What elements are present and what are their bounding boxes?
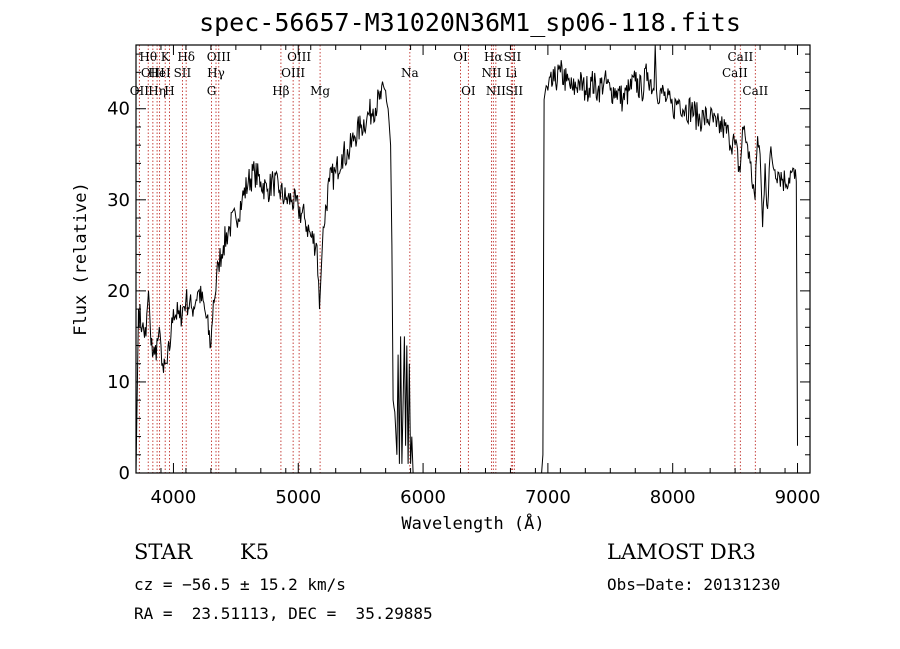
y-tick-label: 10 (107, 372, 130, 393)
chart-title: spec-56657-M31020N36M1_sp06-118.fits (199, 8, 741, 37)
line-marker-label: NII (486, 84, 506, 98)
y-tick-label: 0 (119, 463, 130, 484)
y-tick-label: 30 (107, 190, 130, 211)
y-axis-label: Flux (relative) (71, 182, 91, 336)
line-marker-label: NII (481, 66, 501, 80)
y-axis-ticks: 0 10 20 30 40 (107, 53, 810, 484)
line-marker-label: G (207, 84, 217, 98)
line-marker-label: CaII (727, 50, 753, 64)
line-marker-label: OIII (281, 66, 305, 80)
redshift-cz: cz = −56.5 ± 15.2 km/s (134, 575, 346, 594)
line-marker-label: OI (453, 50, 468, 64)
line-marker-label: H (164, 84, 174, 98)
x-tick-label: 5000 (275, 487, 321, 508)
line-marker-label: Hη (148, 84, 166, 98)
x-tick-label: 8000 (650, 487, 696, 508)
x-tick-label: 9000 (775, 487, 821, 508)
y-tick-label: 40 (107, 99, 130, 120)
x-axis-ticks: 4000 5000 6000 7000 8000 9000 (135, 45, 821, 508)
line-marker-label: CaII (742, 84, 768, 98)
line-marker-label: CaII (722, 66, 748, 80)
plot-frame (135, 44, 811, 474)
line-marker-label: Hδ (177, 50, 195, 64)
line-marker-label: Mg (310, 84, 330, 98)
x-tick-label: 4000 (151, 487, 197, 508)
x-tick-label: 6000 (400, 487, 446, 508)
line-marker-label: SII (505, 84, 523, 98)
object-class: STAR (134, 540, 193, 564)
line-marker-label: Hγ (207, 66, 225, 80)
survey-name: LAMOST DR3 (607, 540, 756, 564)
line-marker-label: SII (504, 50, 522, 64)
line-marker-label: Hα (484, 50, 503, 64)
spectrum-series-line (135, 44, 798, 474)
x-tick-label: 7000 (525, 487, 571, 508)
object-subclass: K5 (240, 540, 270, 564)
ra-dec: RA = 23.51113, DEC = 35.29885 (134, 604, 433, 623)
line-marker-label: Hβ (272, 84, 289, 98)
line-marker-label: HeI (148, 66, 171, 80)
observation-date: Obs−Date: 20131230 (607, 575, 781, 594)
line-marker-label: OIII (141, 66, 165, 80)
line-marker-label: OIII (207, 50, 231, 64)
line-marker-label: K (161, 50, 171, 64)
line-marker-label: Hθ (139, 50, 157, 64)
emission-line-labels: OIIHθOIIIHηHeIKHSIIHδGHγOIIIHβOIIIOIIIMg… (130, 50, 769, 98)
x-axis-label: Wavelength (Å) (401, 512, 544, 534)
line-marker-label: Na (401, 66, 419, 80)
line-marker-label: Li (505, 66, 517, 80)
line-marker-label: OIII (287, 50, 311, 64)
emission-line-markers (138, 45, 756, 473)
y-tick-label: 20 (107, 281, 130, 302)
line-marker-label: SII (174, 66, 192, 80)
line-marker-label: OI (461, 84, 476, 98)
